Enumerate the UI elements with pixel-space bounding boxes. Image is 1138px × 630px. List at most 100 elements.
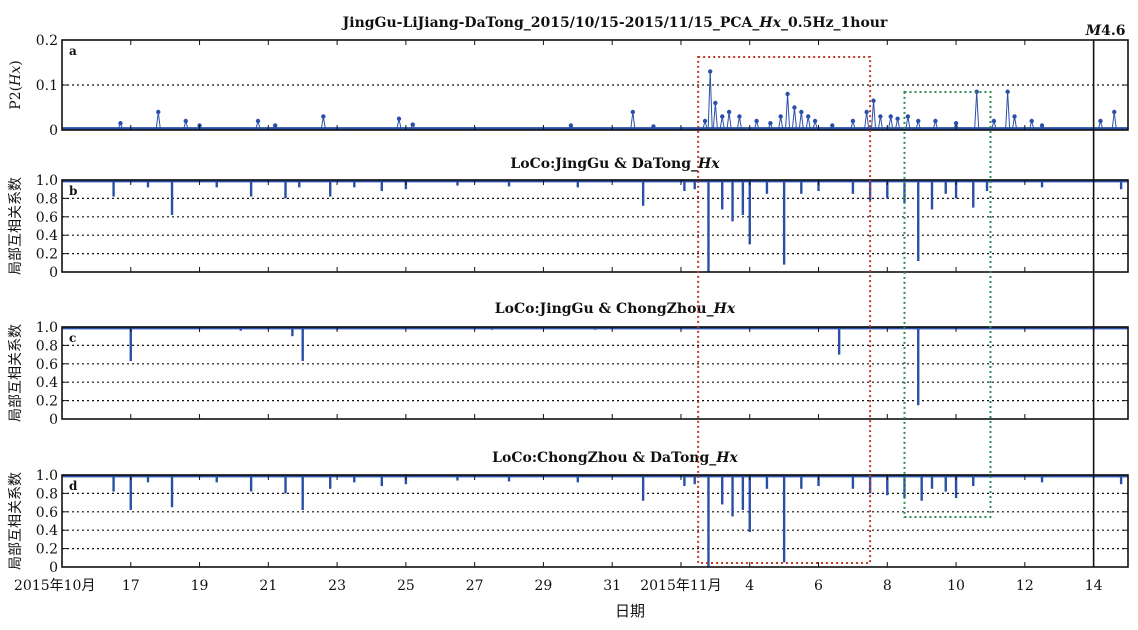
p2-point: [768, 121, 773, 126]
x-tick-label: 10: [947, 578, 965, 594]
axes-frame: [61, 326, 1129, 420]
p2-segment: [707, 71, 711, 129]
p2-segment: [974, 91, 978, 129]
p2-segment: [709, 71, 713, 129]
p2-segment: [714, 102, 718, 129]
p2-segment: [712, 102, 716, 129]
panel-title: LoCo:JingGu & ChongZhou_Hx: [495, 301, 736, 317]
y-tick-label: 0.6: [36, 357, 58, 373]
p2-point: [410, 122, 415, 127]
p2-segment: [632, 111, 636, 129]
p2-segment: [793, 107, 797, 129]
p2-segment: [871, 100, 875, 129]
panel-title: JingGu-LiJiang-DaTong_2015/10/15-2015/11…: [341, 15, 888, 31]
p2-point: [1098, 118, 1103, 124]
y-axis-label: P2(Hx): [8, 60, 24, 109]
p2-point: [812, 118, 818, 124]
p2-segment: [155, 111, 159, 129]
x-tick-label: 8: [883, 578, 892, 594]
p2-point: [905, 114, 911, 119]
p2-point: [806, 114, 811, 119]
y-tick-label: 0.8: [36, 338, 58, 354]
y-axis-label: 局部互相关系数: [8, 472, 24, 570]
y-tick-label: 0: [49, 265, 58, 281]
x-tick-label: 2015年11月: [640, 578, 721, 594]
y-axis-label: 局部互相关系数: [8, 324, 24, 422]
axes-frame: [61, 474, 1129, 568]
x-tick-label: 17: [122, 578, 140, 594]
chart-panels: 0 0.1 0.2 a JingGu-LiJiang-DaTong_2015/10/15…: [8, 15, 1129, 576]
y-tick-label: 0.4: [36, 228, 58, 244]
highlight-box-green: [903, 91, 992, 518]
panel-d: 0 0.2 0.4 0.6 0.8 1.0 d LoCo:ChongZhou & DaTong…: [8, 450, 1129, 576]
p2-point: [702, 118, 708, 124]
y-tick-label: 0.8: [36, 486, 58, 502]
p2-point: [871, 98, 876, 103]
p2-point: [895, 116, 900, 121]
x-tick-label: 12: [1016, 578, 1034, 594]
y-tick-label: 0.4: [36, 375, 58, 391]
p2-point: [713, 100, 718, 106]
p2-segment: [1113, 111, 1117, 129]
axes-frame: [61, 179, 1129, 273]
p2-point: [630, 109, 636, 115]
p2-point: [1112, 109, 1117, 115]
p2-segment: [726, 111, 730, 129]
y-tick-label: 0: [49, 560, 58, 576]
p2-point: [255, 118, 261, 124]
p2-point: [991, 118, 997, 124]
y-tick-label: 0.8: [36, 191, 58, 207]
p2-segment: [787, 93, 791, 129]
p2-point: [156, 109, 161, 115]
y-tick-label: 0: [49, 412, 58, 428]
y-tick-label: 0.2: [36, 394, 58, 410]
panel-b: 0 0.2 0.4 0.6 0.8 1.0 b LoCo:JingGu & DaTong_Hx…: [8, 156, 1129, 281]
p2-point: [830, 123, 835, 128]
p2-point: [568, 123, 574, 128]
x-tick-label: 25: [397, 578, 415, 594]
p2-point: [953, 121, 959, 126]
x-tick-label: 19: [191, 578, 209, 594]
x-tick-label: 27: [466, 578, 484, 594]
p2-point: [933, 118, 938, 124]
p2-segment: [785, 93, 789, 129]
y-tick-label: 0.2: [36, 542, 58, 558]
p2-point: [651, 124, 656, 129]
p2-segment: [1111, 111, 1115, 129]
p2-point: [1012, 114, 1017, 119]
p2-point: [878, 114, 883, 119]
panel-letter: a: [69, 44, 77, 58]
x-tick-label: 6: [814, 578, 823, 594]
p2-point: [118, 121, 123, 126]
p2-point: [183, 118, 188, 124]
p2-segment: [866, 111, 870, 129]
p2-point: [785, 91, 790, 97]
highlight-box-red: [697, 56, 872, 564]
p2-segment: [798, 111, 802, 129]
p2-segment: [1007, 91, 1011, 129]
y-tick-label: 0: [49, 123, 58, 139]
p2-point: [321, 114, 326, 119]
x-tick-label: 23: [328, 578, 346, 594]
event-label: M4.6: [1085, 23, 1126, 39]
y-tick-label: 0.2: [36, 247, 58, 263]
panel-a: 0 0.1 0.2 a JingGu-LiJiang-DaTong_2015/10/15…: [8, 15, 1129, 139]
y-tick-label: 1.0: [36, 320, 58, 336]
panel-title: LoCo:JingGu & DaTong_Hx: [510, 156, 720, 172]
p2-point: [754, 118, 759, 124]
y-tick-label: 0.2: [36, 33, 58, 49]
y-tick-label: 1.0: [36, 468, 58, 484]
p2-point: [1029, 118, 1034, 124]
p2-point: [396, 116, 402, 121]
x-tick-label: 21: [259, 578, 277, 594]
panel-letter: c: [69, 331, 76, 345]
p2-point: [888, 114, 893, 119]
y-tick-label: 0.4: [36, 523, 58, 539]
p2-segment: [728, 111, 732, 129]
x-tick-label: 29: [535, 578, 553, 594]
x-tick-label: 4: [745, 578, 754, 594]
p2-segment: [630, 111, 634, 129]
p2-point: [737, 114, 742, 119]
y-tick-label: 0.6: [36, 210, 58, 226]
